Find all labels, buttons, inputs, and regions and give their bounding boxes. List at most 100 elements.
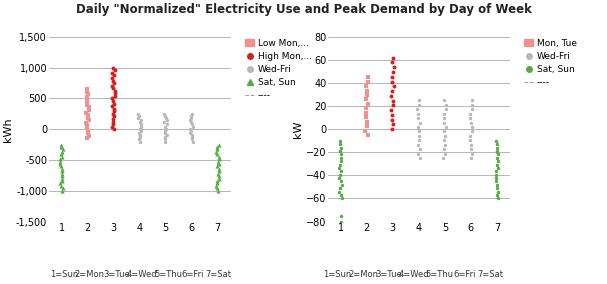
Point <box>336 219 345 224</box>
Point <box>58 179 67 183</box>
Point <box>162 118 172 122</box>
Point <box>466 143 476 147</box>
Text: 6=Fri: 6=Fri <box>181 270 204 279</box>
Point <box>439 120 449 125</box>
Point <box>109 81 119 85</box>
Point <box>492 145 502 150</box>
Point <box>336 169 346 174</box>
Point <box>440 151 450 156</box>
Point <box>335 162 345 167</box>
Point <box>336 139 345 143</box>
Point <box>136 129 146 133</box>
Point <box>160 135 170 139</box>
Point <box>387 89 397 93</box>
Point <box>492 183 502 187</box>
Point <box>186 131 195 135</box>
Point <box>491 169 501 174</box>
Point <box>389 84 399 89</box>
Point <box>186 114 196 118</box>
Legend: Mon, Tue, Wed-Fri, Sat, Sun, ----: Mon, Tue, Wed-Fri, Sat, Sun, ---- <box>523 38 578 88</box>
Point <box>160 120 169 125</box>
Point <box>439 111 449 116</box>
Point <box>492 186 502 191</box>
Point <box>441 103 451 107</box>
Point <box>212 152 222 156</box>
Point <box>84 105 93 110</box>
Point <box>361 106 371 111</box>
Point <box>81 110 91 115</box>
Point <box>439 129 449 134</box>
Point <box>188 135 197 139</box>
Point <box>362 93 371 97</box>
Point <box>58 147 68 152</box>
Point <box>413 111 422 116</box>
Point <box>493 152 503 156</box>
Point <box>160 139 170 144</box>
Point <box>160 114 169 118</box>
Point <box>336 193 346 197</box>
Point <box>415 120 425 125</box>
Point <box>388 122 398 127</box>
Point <box>465 133 475 138</box>
Point <box>212 179 222 183</box>
Text: 3=Tue: 3=Tue <box>375 270 402 279</box>
Point <box>214 174 223 178</box>
Point <box>187 122 197 127</box>
Point <box>188 133 197 137</box>
Point <box>362 124 371 128</box>
Point <box>161 126 171 131</box>
Point <box>110 94 120 98</box>
Point <box>214 154 224 159</box>
Point <box>439 98 449 103</box>
Point <box>109 101 119 106</box>
Point <box>387 113 397 117</box>
Point <box>362 119 371 124</box>
Point <box>109 106 119 111</box>
Point <box>466 116 475 120</box>
Text: 6=Fri: 6=Fri <box>453 270 476 279</box>
Point <box>214 157 223 161</box>
Point <box>415 156 424 160</box>
Point <box>364 80 373 84</box>
Point <box>364 102 373 106</box>
Point <box>83 128 93 133</box>
Point <box>492 162 501 167</box>
Point <box>107 124 117 129</box>
Point <box>466 147 476 151</box>
Point <box>136 118 146 122</box>
Point <box>83 89 92 94</box>
Point <box>334 176 344 180</box>
Point <box>56 164 66 169</box>
Point <box>135 135 144 139</box>
Point <box>492 176 501 180</box>
Point <box>55 181 65 186</box>
Point <box>82 126 92 130</box>
Text: 2=Mon: 2=Mon <box>348 270 378 279</box>
Point <box>56 145 66 149</box>
Point <box>58 172 67 176</box>
Point <box>81 121 91 125</box>
Point <box>136 124 146 129</box>
Text: 7=Sat: 7=Sat <box>477 270 503 279</box>
Point <box>134 114 143 118</box>
Point <box>334 166 344 170</box>
Point <box>438 156 448 160</box>
Point <box>387 117 397 122</box>
Point <box>55 159 65 164</box>
Point <box>84 108 94 112</box>
Point <box>413 125 422 129</box>
Point <box>109 127 119 131</box>
Point <box>467 103 477 107</box>
Point <box>136 122 146 127</box>
Point <box>335 142 345 147</box>
Point <box>82 103 92 107</box>
Point <box>135 126 145 131</box>
Point <box>186 120 196 125</box>
Point <box>55 157 65 161</box>
Point <box>82 87 92 91</box>
Point <box>387 60 397 65</box>
Point <box>415 133 424 138</box>
Point <box>361 115 371 120</box>
Point <box>188 139 197 144</box>
Point <box>441 125 451 129</box>
